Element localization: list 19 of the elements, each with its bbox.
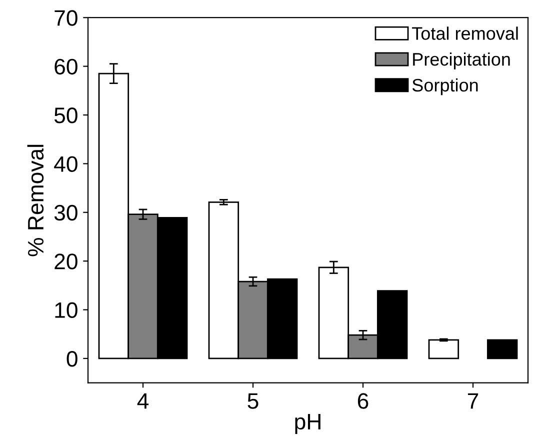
y-tick-label: 30 [54, 204, 78, 221]
x-tick-label: 6 [358, 393, 368, 409]
y-tick-label: 60 [54, 58, 78, 75]
y-tick-label: 20 [54, 254, 78, 270]
y-tick-label: 40 [54, 156, 78, 172]
y-tick-label: 0 [66, 350, 78, 367]
x-tick-label: 7 [468, 393, 478, 409]
y-axis-title: % Removal [27, 144, 44, 256]
y-tick-label: 50 [54, 108, 78, 124]
x-tick-label: 5 [248, 393, 258, 409]
y-tick-label: 70 [54, 10, 78, 26]
bar [428, 339, 460, 360]
legend-label: Precipitation [413, 52, 510, 70]
x-tick-label: 4 [137, 393, 149, 409]
legend-label: Sorption [412, 78, 478, 96]
x-axis-title: pH [295, 414, 320, 434]
y-tick-label: 10 [55, 302, 78, 318]
legend-label: Total removal [412, 26, 518, 40]
bar [486, 339, 518, 360]
